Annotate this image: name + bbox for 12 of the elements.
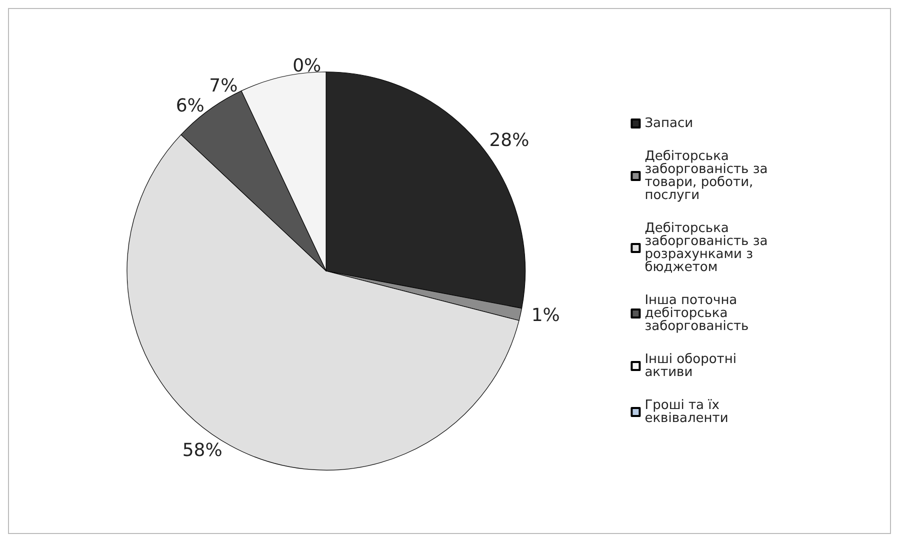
legend-label: Дебіторська заборгованість за товари, роботи, послуги bbox=[644, 149, 772, 203]
legend-label: Дебіторська заборгованість за розрахунками з бюджетом bbox=[644, 221, 772, 275]
legend-label: Гроші та їх еквіваленти bbox=[644, 398, 728, 426]
data-label: 28% bbox=[489, 130, 530, 151]
text: 0% bbox=[292, 55, 322, 76]
data-label: 1% bbox=[531, 305, 560, 326]
legend-label: Запаси bbox=[644, 116, 694, 131]
legend-label: Інша поточна дебіторська заборгованість bbox=[644, 293, 749, 334]
data-label: 58% bbox=[182, 440, 222, 462]
data-label: 7% bbox=[209, 75, 238, 96]
data-label: 6% bbox=[176, 95, 204, 116]
legend-label: Інші оборотні активи bbox=[644, 352, 741, 380]
